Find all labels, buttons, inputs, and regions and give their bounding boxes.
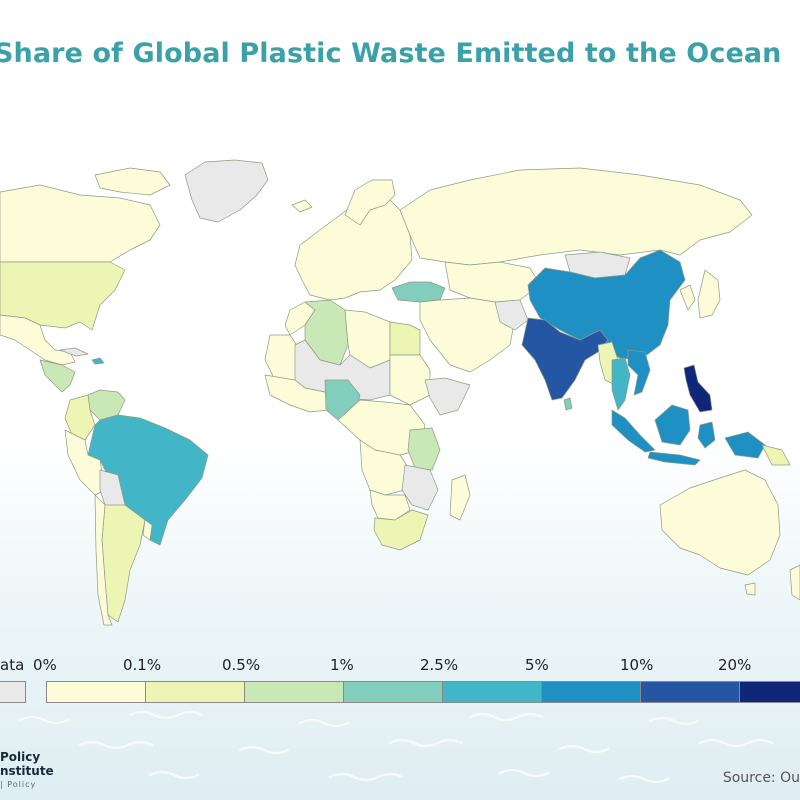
legend-label-5: 5% <box>525 656 549 674</box>
region-sudan <box>389 354 431 406</box>
legend-no-data-label: ata <box>0 656 25 674</box>
legend-label-3: 1% <box>330 656 354 674</box>
legend-no-data-swatch <box>0 681 26 703</box>
legend-swatch-5 <box>541 681 641 703</box>
legend-swatch-0 <box>46 681 146 703</box>
organization-logo: Policy nstitute | Policy <box>0 750 54 792</box>
region-china <box>527 249 686 361</box>
region-central-america <box>39 359 76 393</box>
region-greenland <box>184 159 269 223</box>
legend-label-1: 0.1% <box>123 656 162 674</box>
region-egypt <box>389 321 421 356</box>
region-png <box>761 444 791 466</box>
region-caribbean <box>59 347 89 357</box>
legend-label-2: 0.5% <box>222 656 261 674</box>
logo-line-1: Policy <box>0 750 41 764</box>
region-sumatra <box>611 409 656 453</box>
legend-label-6: 10% <box>620 656 654 674</box>
legend-label-4: 2.5% <box>420 656 459 674</box>
region-namibia <box>369 489 411 521</box>
logo-line-2: nstitute <box>0 764 54 778</box>
region-middle-east <box>419 297 516 373</box>
region-mexico <box>0 314 76 366</box>
source-credit: Source: Ou <box>722 770 800 786</box>
region-japan <box>697 269 721 319</box>
region-venezuela <box>87 389 126 421</box>
region-sri-lanka <box>563 397 573 411</box>
region-india <box>521 317 609 401</box>
region-chile <box>94 494 113 626</box>
world-choropleth-map <box>0 159 800 626</box>
region-thailand <box>611 357 631 411</box>
region-australia <box>659 469 781 576</box>
region-arctic-islands <box>94 167 171 196</box>
region-korea <box>679 284 696 311</box>
legend-swatch-6 <box>640 681 740 703</box>
region-iran-grey <box>494 299 529 331</box>
region-central-asia <box>444 261 541 303</box>
legend-swatch-4 <box>442 681 542 703</box>
region-iceland <box>291 199 313 213</box>
region-russia <box>399 167 753 266</box>
region-mozambique <box>401 464 439 511</box>
region-java <box>647 451 701 466</box>
legend-label-0: 0% <box>33 656 57 674</box>
region-south-africa <box>373 509 429 551</box>
legend-swatch-3 <box>343 681 443 703</box>
region-scandinavia <box>344 179 396 226</box>
legend-swatch-2 <box>244 681 344 703</box>
legend-swatch-7 <box>739 681 800 703</box>
region-tasmania <box>744 582 756 596</box>
region-uruguay <box>142 519 153 541</box>
map-title: Share of Global Plastic Waste Emitted to… <box>0 38 782 69</box>
region-argentina <box>101 504 146 623</box>
region-tanzania <box>407 427 441 471</box>
legend-swatch-1 <box>145 681 245 703</box>
region-hispaniola <box>91 357 105 365</box>
region-madagascar <box>449 474 471 521</box>
region-horn <box>424 377 471 416</box>
logo-tagline: | Policy <box>0 780 37 789</box>
region-canada <box>0 184 161 263</box>
region-turkey <box>391 281 446 303</box>
region-papua <box>724 431 766 459</box>
region-colombia <box>64 394 96 441</box>
decorative-waves <box>18 710 774 784</box>
region-new-zealand <box>789 564 800 601</box>
region-borneo <box>654 404 691 446</box>
region-sulawesi <box>697 421 716 449</box>
legend-label-7: 20% <box>718 656 752 674</box>
region-vietnam <box>627 349 651 396</box>
region-philippines <box>683 364 713 413</box>
